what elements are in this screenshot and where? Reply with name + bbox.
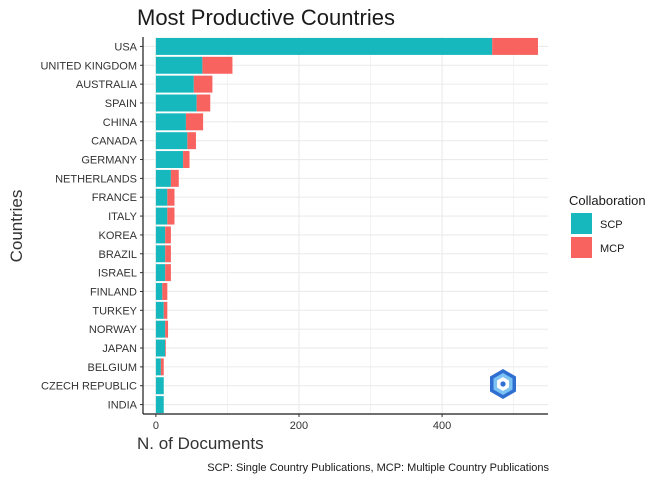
bar-netherlands-mcp [170, 169, 179, 187]
legend-title: Collaboration [569, 193, 646, 208]
y-tick-label: GERMANY [81, 155, 137, 167]
bar-italy-scp [155, 207, 168, 225]
y-tick-label: JAPAN [102, 343, 137, 355]
x-axis-title: N. of Documents [137, 434, 264, 453]
y-tick-label: TURKEY [92, 305, 137, 317]
bar-germany-scp [155, 151, 184, 169]
y-tick-label: USA [114, 41, 137, 53]
y-tick-label: INDIA [108, 400, 138, 412]
bar-canada-mcp [187, 132, 196, 150]
legend: Collaboration SCP MCP [569, 193, 646, 258]
legend-key-mcp [571, 237, 592, 258]
y-tick-label: UNITED KINGDOM [40, 60, 137, 72]
bar-belgium-mcp [160, 358, 164, 376]
bar-finland-mcp [162, 282, 168, 300]
bar-united-kingdom-mcp [202, 56, 233, 74]
bar-india-scp [155, 396, 164, 414]
x-tick-label: 400 [433, 420, 451, 432]
y-tick-label: ISRAEL [98, 268, 137, 280]
y-tick-label: NORWAY [89, 324, 138, 336]
bar-france-scp [155, 188, 168, 206]
y-tick-label: FINLAND [90, 286, 137, 298]
bar-israel-scp [155, 264, 166, 282]
bar-italy-mcp [167, 207, 175, 225]
bar-israel-mcp [165, 264, 171, 282]
bar-japan-scp [155, 339, 166, 357]
bar-usa-mcp [492, 37, 538, 55]
x-tick-label: 200 [290, 420, 308, 432]
axes [142, 37, 548, 415]
bar-brazil-scp [155, 245, 166, 263]
bar-canada-scp [155, 132, 188, 150]
bar-spain-scp [155, 94, 197, 112]
legend-label-scp: SCP [600, 219, 623, 231]
bar-china-mcp [185, 113, 204, 131]
bars [155, 37, 538, 414]
bar-japan-mcp [165, 339, 166, 357]
y-tick-label: BRAZIL [98, 249, 137, 261]
bar-norway-mcp [165, 320, 169, 338]
y-tick-label: CZECH REPUBLIC [41, 381, 137, 393]
bar-spain-mcp [196, 94, 211, 112]
bar-belgium-scp [155, 358, 161, 376]
bar-finland-scp [155, 282, 163, 300]
y-tick-labels: USA UNITED KINGDOM AUSTRALIA SPAIN CHINA CANA… [40, 41, 143, 412]
grid [143, 37, 548, 414]
bar-australia-mcp [193, 75, 213, 93]
bar-united-kingdom-scp [155, 56, 203, 74]
bar-norway-scp [155, 320, 166, 338]
chart-title: Most Productive Countries [137, 5, 395, 30]
legend-key-scp [571, 213, 592, 234]
bar-brazil-mcp [165, 245, 171, 263]
bar-china-scp [155, 113, 186, 131]
bar-korea-scp [155, 226, 166, 244]
y-tick-label: KOREA [98, 230, 137, 242]
bar-germany-mcp [183, 151, 190, 169]
bar-turkey-mcp [163, 301, 168, 319]
bibliometrix-logo [490, 369, 516, 399]
y-tick-label: SPAIN [105, 98, 137, 110]
bar-france-mcp [167, 188, 175, 206]
x-tick-labels: 0 200 400 [153, 414, 451, 432]
bar-czech-republic-scp [155, 377, 164, 395]
y-tick-label: ITALY [108, 211, 138, 223]
bar-australia-scp [155, 75, 194, 93]
x-tick-label: 0 [153, 420, 159, 432]
y-tick-label: FRANCE [92, 192, 137, 204]
bar-turkey-scp [155, 301, 164, 319]
y-tick-label: NETHERLANDS [55, 173, 137, 185]
bar-usa-scp [155, 37, 493, 55]
y-tick-label: CHINA [103, 117, 138, 129]
bar-netherlands-scp [155, 169, 171, 187]
y-tick-label: BELGIUM [87, 362, 137, 374]
legend-label-mcp: MCP [600, 243, 624, 255]
caption: SCP: Single Country Publications, MCP: M… [207, 462, 549, 474]
y-axis-title: Countries [7, 190, 26, 263]
bar-korea-mcp [165, 226, 171, 244]
y-tick-label: CANADA [91, 136, 138, 148]
y-tick-label: AUSTRALIA [76, 79, 138, 91]
